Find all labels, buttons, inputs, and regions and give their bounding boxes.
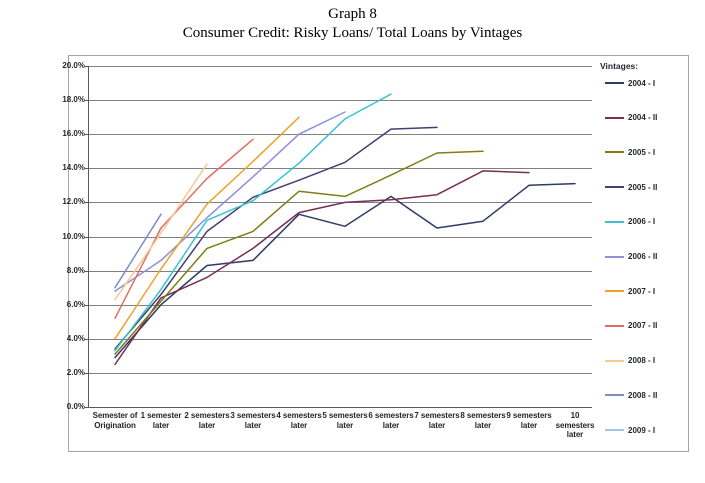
- legend-swatch-line: [605, 82, 624, 84]
- legend-item-label: 2004 - I: [628, 78, 656, 88]
- chart-area-border: [68, 55, 689, 452]
- legend-item: 2006 - II: [605, 251, 657, 263]
- y-axis-label: 8.0%: [66, 265, 85, 275]
- x-axis-label: 3 semesters later: [230, 411, 276, 430]
- series-line-2005-II: [114, 126, 438, 350]
- legend-swatch-line: [605, 255, 624, 258]
- x-axis-label: 2 semesters later: [184, 411, 230, 430]
- legend-item: 2006 - I: [605, 216, 655, 228]
- legend-swatch-line: [605, 151, 624, 154]
- x-axis-label: 8 semesters later: [460, 411, 506, 430]
- y-axis-label: 20.0%: [62, 61, 85, 70]
- x-axis-label: 5 semesters later: [322, 411, 368, 430]
- chart-title: Graph 8: [328, 6, 377, 22]
- legend-item-label: 2008 - I: [628, 356, 656, 366]
- legend-swatch-line: [605, 429, 624, 431]
- legend-swatch-line: [605, 394, 624, 397]
- chart-subtitle: Consumer Credit: Risky Loans/ Total Loan…: [182, 25, 523, 41]
- series-line-2005-I: [114, 150, 484, 355]
- legend-swatch-line: [605, 359, 624, 362]
- y-axis-label: 14.0%: [62, 163, 85, 173]
- y-axis-label: 18.0%: [62, 95, 85, 105]
- legend-item: 2008 - II: [605, 389, 657, 401]
- series-line-2006-I: [114, 93, 392, 352]
- series-line-2007-II: [114, 138, 254, 320]
- y-axis-label: 6.0%: [66, 299, 85, 309]
- x-axis-label: 1 semester later: [140, 411, 182, 430]
- y-axis-label: 12.0%: [62, 197, 85, 207]
- y-axis-label: 10.0%: [62, 231, 85, 241]
- series-line-2008-II: [114, 213, 162, 289]
- legend-item: 2009 - I: [605, 424, 655, 436]
- legend-swatch-line: [605, 116, 624, 119]
- y-axis-label: 16.0%: [62, 129, 85, 139]
- legend-item-label: 2007 - II: [628, 321, 658, 331]
- legend-item-label: 2005 - II: [628, 182, 658, 192]
- x-axis-label: 6 semesters later: [368, 411, 414, 430]
- x-axis-label: 4 semesters later: [276, 411, 322, 430]
- series-line-2004-I: [114, 182, 576, 359]
- legend-item-label: 2007 - I: [628, 286, 656, 296]
- legend-item-label: 2005 - I: [628, 147, 656, 157]
- legend-swatch-line: [605, 186, 624, 189]
- x-axis-label: Semester of Origination: [92, 411, 138, 430]
- legend-item: 2007 - I: [605, 285, 655, 297]
- series-line-2006-II: [114, 111, 346, 292]
- y-axis-label: 4.0%: [66, 333, 85, 343]
- x-axis-label: 9 semesters later: [506, 411, 552, 430]
- x-axis-label: 10 semesters later: [555, 411, 595, 439]
- x-axis-label: 7 semesters later: [414, 411, 460, 430]
- legend-item: 2007 - II: [605, 320, 657, 332]
- legend-header: Vintages:: [600, 61, 639, 71]
- legend-swatch-line: [605, 324, 624, 327]
- y-axis-label: 2.0%: [66, 367, 85, 377]
- y-axis-label: 0.0%: [66, 402, 85, 411]
- legend-item-label: 2009 - I: [628, 425, 656, 435]
- legend-item: 2008 - I: [605, 355, 655, 367]
- legend-swatch-line: [605, 290, 624, 293]
- legend-item-label: 2006 - II: [628, 252, 658, 261]
- legend-item-label: 2006 - I: [628, 217, 656, 227]
- legend-item: 2004 - I: [605, 77, 655, 89]
- legend-swatch-line: [605, 220, 624, 223]
- legend-item-label: 2004 - II: [628, 113, 658, 123]
- legend-item-label: 2008 - II: [628, 390, 658, 400]
- legend-item: 2004 - II: [605, 112, 657, 124]
- chart-plot: [85, 66, 592, 408]
- series-line-2008-I: [114, 163, 208, 301]
- series-line-2004-II: [114, 170, 530, 366]
- series-line-2007-I: [114, 116, 300, 340]
- legend-item: 2005 - II: [605, 181, 657, 193]
- legend-item: 2005 - I: [605, 146, 655, 158]
